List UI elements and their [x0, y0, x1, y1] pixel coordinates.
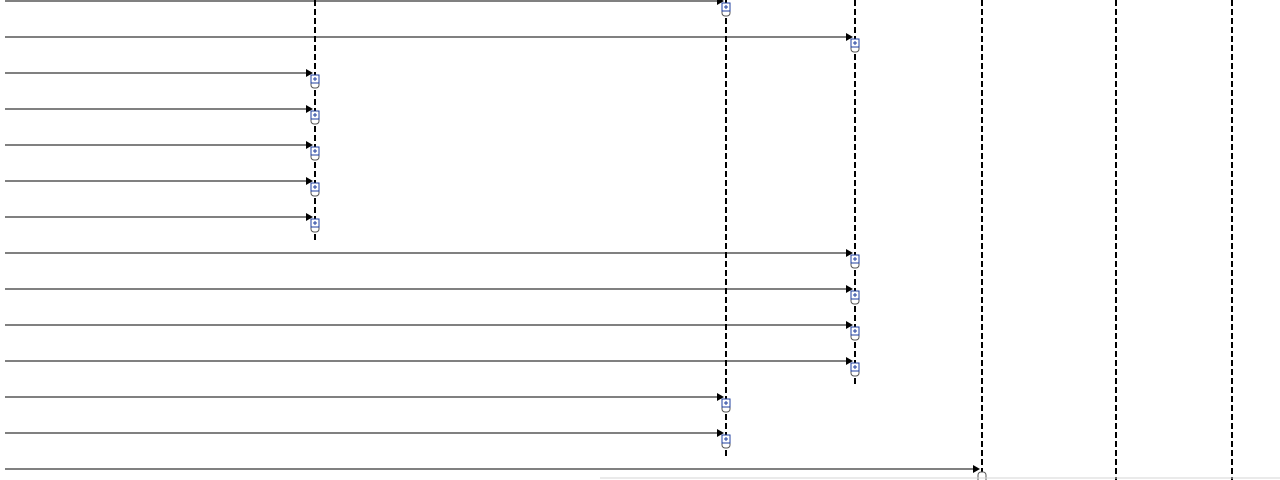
message-9[interactable] [5, 285, 860, 305]
expand-icon[interactable] [310, 182, 320, 192]
expand-icon[interactable] [310, 74, 320, 84]
expand-icon[interactable] [850, 254, 860, 264]
message-10[interactable] [5, 321, 860, 341]
message-5[interactable] [5, 141, 320, 161]
arrowhead [846, 321, 853, 329]
arrowhead [717, 429, 724, 437]
arrowhead [846, 249, 853, 257]
arrowhead [717, 393, 724, 401]
message-2[interactable] [5, 33, 860, 53]
arrowhead [846, 357, 853, 365]
expand-icon[interactable] [721, 2, 731, 12]
expand-icon[interactable] [850, 290, 860, 300]
arrowhead [306, 177, 313, 185]
arrowhead [306, 213, 313, 221]
expand-icon[interactable] [310, 218, 320, 228]
arrowhead [306, 105, 313, 113]
expand-icon[interactable] [850, 326, 860, 336]
activation-bar [977, 471, 987, 480]
message-12[interactable] [5, 393, 731, 413]
arrowhead [306, 141, 313, 149]
message-6[interactable] [5, 177, 320, 197]
expand-icon[interactable] [310, 110, 320, 120]
message-4[interactable] [5, 105, 320, 125]
arrowhead [717, 0, 724, 5]
arrowhead [973, 465, 980, 473]
expand-icon[interactable] [310, 146, 320, 156]
message-13[interactable] [5, 429, 731, 449]
expand-icon[interactable] [721, 398, 731, 408]
expand-icon[interactable] [850, 38, 860, 48]
message-3[interactable] [5, 69, 320, 89]
expand-icon[interactable] [721, 434, 731, 444]
message-11[interactable] [5, 357, 860, 377]
arrowhead [306, 69, 313, 77]
arrowhead [846, 33, 853, 41]
message-7[interactable] [5, 213, 320, 233]
expand-icon[interactable] [850, 362, 860, 372]
arrowhead [846, 285, 853, 293]
message-1[interactable] [5, 0, 731, 17]
message-8[interactable] [5, 249, 860, 269]
